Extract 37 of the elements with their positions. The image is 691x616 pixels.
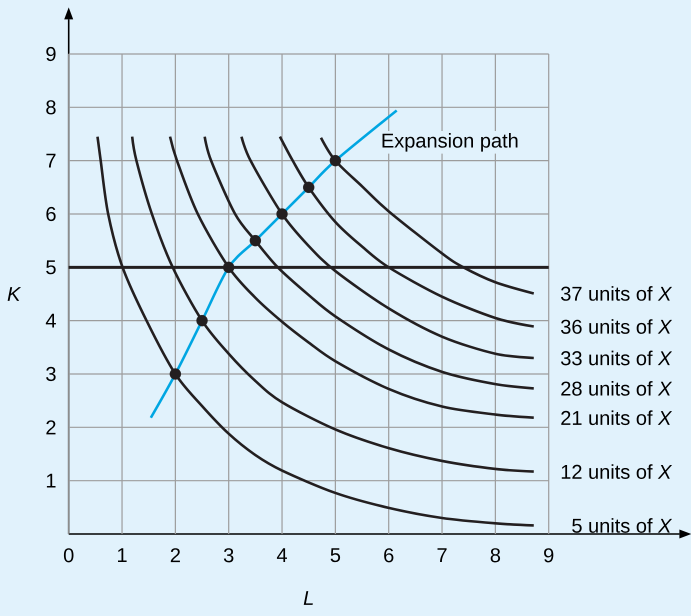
x-tick-label: 2 bbox=[170, 548, 180, 562]
x-tick-label: 6 bbox=[384, 548, 394, 562]
x-tick-label: 0 bbox=[64, 548, 74, 562]
series-label: 5 units of X bbox=[572, 518, 672, 533]
y-tick-label: 7 bbox=[46, 154, 56, 168]
y-tick-label: 2 bbox=[46, 420, 56, 434]
line-series bbox=[168, 135, 536, 420]
series-label: 36 units of X bbox=[561, 319, 672, 334]
series-label: 28 units of X bbox=[561, 381, 672, 396]
x-tick-label: 1 bbox=[118, 548, 127, 562]
series-label: 21 units of X bbox=[561, 410, 672, 426]
y-tick-label: 3 bbox=[46, 366, 56, 382]
point bbox=[250, 234, 262, 246]
y-tick-label: 4 bbox=[46, 314, 56, 328]
x-tick-label: 9 bbox=[544, 548, 554, 562]
y-tick-label: 9 bbox=[46, 46, 56, 62]
y-axis-title: K bbox=[8, 287, 22, 301]
point bbox=[196, 314, 208, 326]
point bbox=[303, 182, 314, 194]
point bbox=[330, 154, 342, 166]
series-label: 33 units of X bbox=[561, 350, 672, 366]
point bbox=[276, 208, 288, 220]
x-axis-title: L bbox=[304, 591, 313, 605]
series-label: 37 units of X bbox=[561, 286, 672, 301]
point bbox=[223, 262, 234, 274]
y-tick-label: 6 bbox=[46, 206, 56, 222]
series-label: 12 units of X bbox=[562, 464, 672, 479]
y-tick-label: 8 bbox=[46, 100, 56, 114]
x-tick-label: 3 bbox=[224, 548, 234, 562]
y-tick-label: 5 bbox=[46, 260, 56, 274]
x-tick-label: 5 bbox=[330, 548, 340, 562]
x-tick-label: 8 bbox=[490, 548, 500, 562]
x-tick-label: 4 bbox=[276, 548, 288, 562]
x-tick-label: 7 bbox=[438, 548, 447, 562]
y-tick-label: 1 bbox=[46, 474, 56, 488]
series-label: Expansion path bbox=[382, 133, 518, 152]
point bbox=[170, 368, 182, 380]
